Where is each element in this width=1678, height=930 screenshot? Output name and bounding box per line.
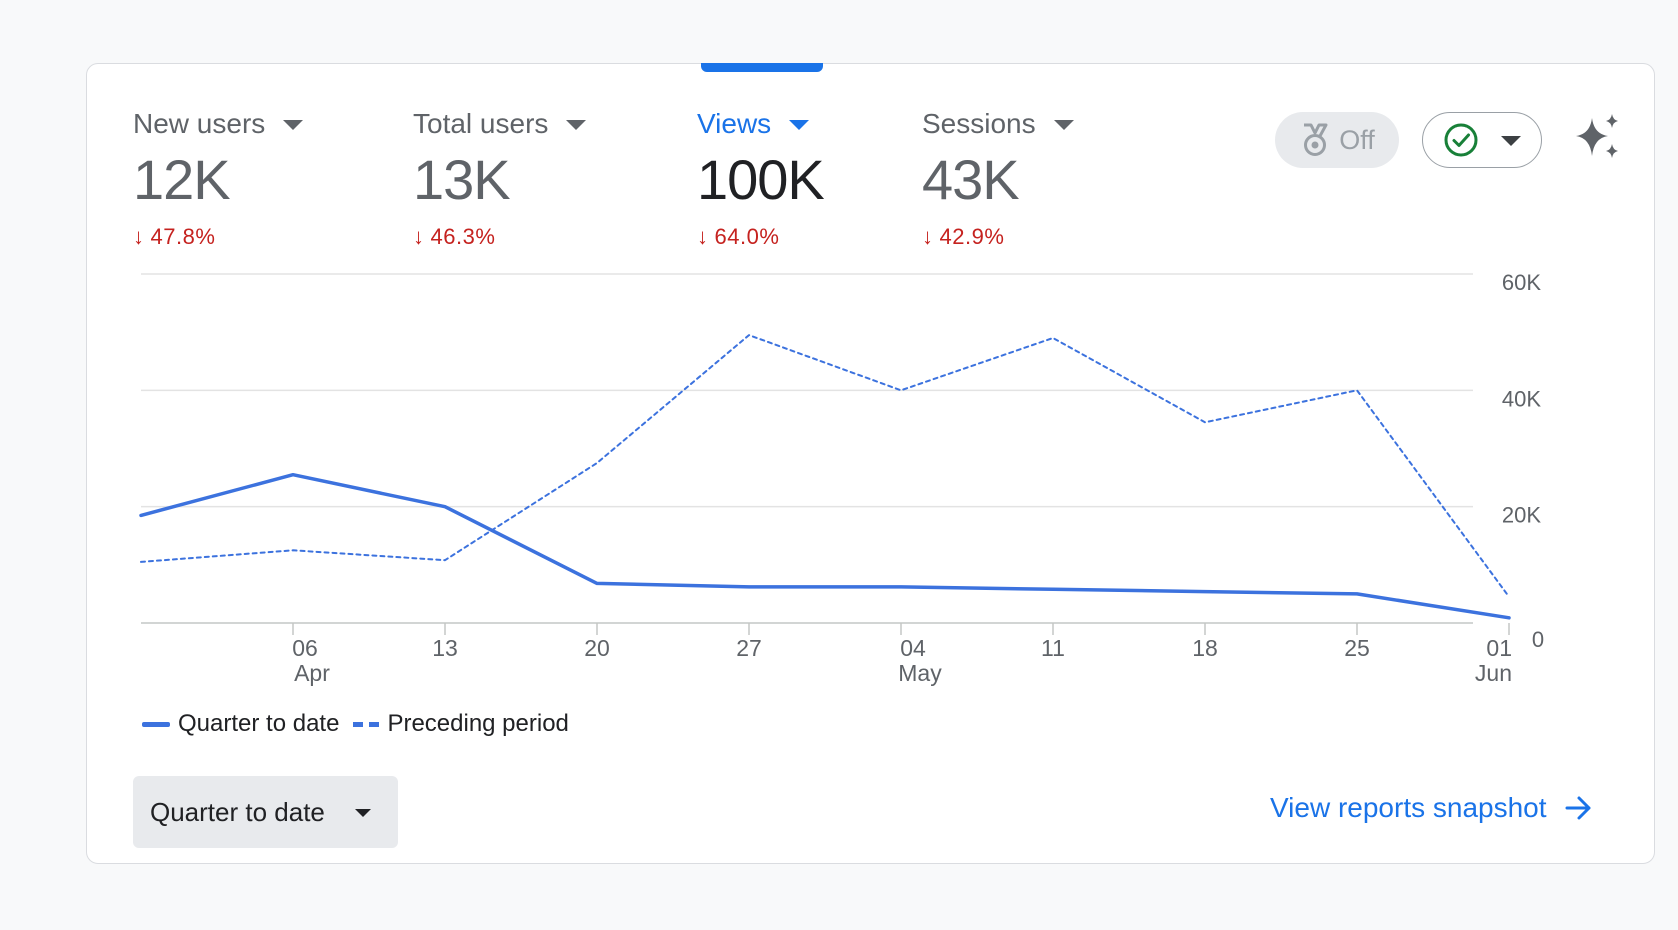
metric-label[interactable]: Sessions: [922, 108, 1074, 140]
series-line-quarter-to-date: [139, 472, 1511, 620]
metric-label-text: Total users: [413, 108, 549, 139]
series-line-preceding-period: [140, 334, 1510, 598]
y-tick-label: 0: [1532, 627, 1544, 652]
metric-label[interactable]: Views: [697, 108, 824, 140]
arrow-down-icon: ↓: [697, 224, 709, 249]
metric-tab-total-users[interactable]: Total users 13K ↓ 46.3%: [413, 108, 587, 250]
medal-icon: [1304, 123, 1328, 156]
metric-value: 100K: [697, 148, 825, 211]
x-tick-label: 18: [1192, 635, 1218, 661]
y-tick-label: 20K: [1502, 503, 1541, 528]
x-tick-label: 11: [1041, 635, 1065, 661]
chevron-down-icon: [566, 120, 587, 130]
metric-change: ↓ 47.8%: [133, 224, 303, 250]
chevron-down-icon: [283, 120, 304, 130]
overview-card: [86, 63, 1655, 864]
x-tick-label: 20: [584, 635, 610, 661]
check-circle-icon: [1444, 123, 1478, 157]
metric-label-text: Views: [697, 108, 772, 139]
metric-label-text: Sessions: [922, 108, 1036, 139]
metric-label-text: New users: [133, 108, 266, 139]
active-tab-indicator: [701, 63, 823, 72]
metric-label[interactable]: New users: [133, 108, 304, 140]
off-label: Off: [1339, 124, 1375, 155]
y-tick-label: 40K: [1502, 386, 1541, 411]
chevron-down-icon: [354, 809, 371, 817]
sparkle-icon[interactable]: [1572, 112, 1622, 162]
metric-value: 12K: [133, 148, 231, 211]
x-tick-label: 04: [900, 635, 926, 661]
metric-change-value: 46.3%: [430, 224, 496, 249]
arrow-down-icon: ↓: [922, 224, 934, 249]
x-tick-label: 01: [1486, 635, 1512, 661]
chevron-down-icon: [1053, 120, 1074, 130]
snapshot-link-label: View reports snapshot: [1270, 792, 1547, 823]
x-tick-label: 06: [292, 635, 318, 661]
arrow-down-icon: ↓: [133, 224, 145, 249]
metric-change-value: 64.0%: [714, 224, 780, 249]
solid-line-swatch: [142, 721, 170, 727]
x-tick-label: 27: [736, 635, 762, 661]
metric-change-value: 42.9%: [939, 224, 1005, 249]
x-tick-month-label: Jun: [1475, 660, 1512, 686]
arrow-down-icon: ↓: [413, 224, 425, 249]
x-tick-label: 13: [432, 635, 458, 661]
chevron-down-icon: [1501, 136, 1521, 146]
x-tick-label: 25: [1344, 635, 1370, 661]
metric-change: ↓ 64.0%: [697, 224, 824, 250]
y-tick-label: 60K: [1502, 270, 1541, 295]
metric-label[interactable]: Total users: [413, 108, 587, 140]
arrow-right-icon: [1565, 796, 1591, 820]
metric-change-value: 47.8%: [150, 224, 216, 249]
chevron-down-icon: [789, 120, 810, 130]
metric-value: 13K: [413, 148, 511, 211]
metric-tab-sessions[interactable]: Sessions 43K ↓ 42.9%: [922, 108, 1074, 250]
data-quality-dropdown[interactable]: [1422, 112, 1542, 168]
metric-change: ↓ 42.9%: [922, 224, 1074, 250]
metric-value: 43K: [922, 148, 1020, 211]
legend-item-quarter: Quarter to date: [142, 710, 339, 738]
metric-tab-new-users[interactable]: New users 12K ↓ 47.8%: [133, 108, 304, 250]
dashed-line-swatch: [353, 721, 380, 727]
x-tick-month-label: May: [898, 660, 942, 686]
chart-legend: Quarter to date Preceding period: [142, 710, 569, 738]
x-tick-month-label: Apr: [294, 660, 330, 686]
date-range-select[interactable]: Quarter to date: [133, 776, 398, 848]
view-reports-snapshot-link[interactable]: View reports snapshot: [1270, 792, 1593, 824]
benchmark-toggle-button[interactable]: Off: [1275, 112, 1399, 168]
legend-item-preceding: Preceding period: [353, 710, 569, 738]
metric-change: ↓ 46.3%: [413, 224, 586, 250]
legend-label: Preceding period: [387, 710, 569, 737]
metric-tab-views[interactable]: Views 100K ↓ 64.0%: [697, 108, 825, 250]
legend-label: Quarter to date: [178, 710, 340, 737]
date-range-label: Quarter to date: [150, 796, 325, 827]
